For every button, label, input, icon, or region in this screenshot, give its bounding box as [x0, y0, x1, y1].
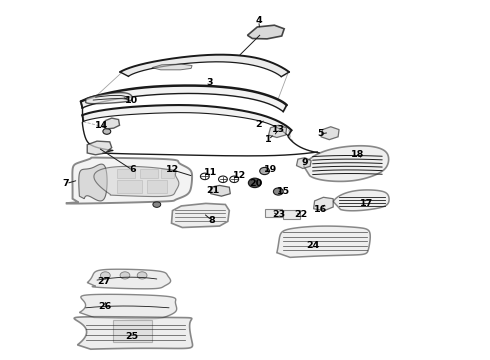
Polygon shape: [304, 146, 389, 181]
Bar: [113, 320, 152, 342]
Text: 27: 27: [97, 277, 111, 286]
Polygon shape: [79, 294, 177, 319]
Text: 20: 20: [249, 179, 262, 188]
Polygon shape: [120, 55, 289, 77]
Text: 9: 9: [301, 158, 308, 167]
Polygon shape: [103, 118, 120, 129]
Circle shape: [100, 272, 110, 279]
Text: 13: 13: [272, 125, 285, 134]
Circle shape: [103, 129, 111, 134]
Polygon shape: [94, 166, 179, 197]
Text: 2: 2: [255, 120, 262, 129]
Polygon shape: [152, 64, 192, 70]
Text: 15: 15: [277, 187, 290, 196]
Polygon shape: [86, 93, 132, 104]
Text: 21: 21: [206, 186, 220, 195]
Bar: [161, 169, 174, 178]
Bar: [117, 180, 142, 193]
Bar: [147, 180, 167, 193]
Polygon shape: [314, 197, 333, 211]
Text: 6: 6: [129, 165, 136, 174]
Text: 26: 26: [98, 302, 112, 311]
Polygon shape: [321, 127, 339, 140]
Circle shape: [273, 188, 283, 195]
Text: 25: 25: [125, 332, 138, 341]
Circle shape: [137, 272, 147, 279]
Polygon shape: [211, 185, 230, 196]
Polygon shape: [269, 125, 287, 138]
Circle shape: [260, 167, 270, 175]
Polygon shape: [333, 190, 389, 211]
Text: 12: 12: [166, 165, 179, 174]
Circle shape: [248, 178, 261, 188]
Polygon shape: [283, 210, 300, 219]
Text: 12: 12: [232, 171, 246, 180]
Polygon shape: [74, 317, 193, 349]
Text: 18: 18: [351, 150, 365, 158]
Polygon shape: [172, 203, 229, 228]
Text: 24: 24: [306, 241, 319, 250]
Text: 11: 11: [204, 167, 218, 176]
Polygon shape: [87, 269, 171, 289]
Circle shape: [153, 202, 161, 207]
Text: 8: 8: [208, 216, 215, 225]
Text: 14: 14: [95, 122, 109, 130]
Text: 23: 23: [272, 210, 285, 219]
Polygon shape: [265, 209, 282, 217]
Polygon shape: [66, 158, 192, 204]
Text: 16: 16: [314, 205, 328, 214]
Text: 22: 22: [294, 210, 308, 219]
Text: 17: 17: [360, 199, 373, 208]
Bar: [140, 169, 158, 178]
Text: 5: 5: [318, 129, 324, 138]
Polygon shape: [277, 226, 370, 257]
Text: 4: 4: [255, 16, 262, 25]
Polygon shape: [247, 25, 284, 39]
Polygon shape: [79, 164, 107, 201]
Polygon shape: [296, 158, 311, 168]
Text: 1: 1: [265, 135, 272, 144]
Text: 19: 19: [264, 165, 277, 174]
Bar: [117, 169, 135, 178]
Circle shape: [120, 272, 130, 279]
Text: 3: 3: [206, 77, 213, 86]
Polygon shape: [81, 86, 287, 112]
Text: 7: 7: [63, 179, 70, 188]
Text: 10: 10: [125, 95, 138, 104]
Polygon shape: [82, 105, 292, 136]
Polygon shape: [87, 141, 112, 155]
